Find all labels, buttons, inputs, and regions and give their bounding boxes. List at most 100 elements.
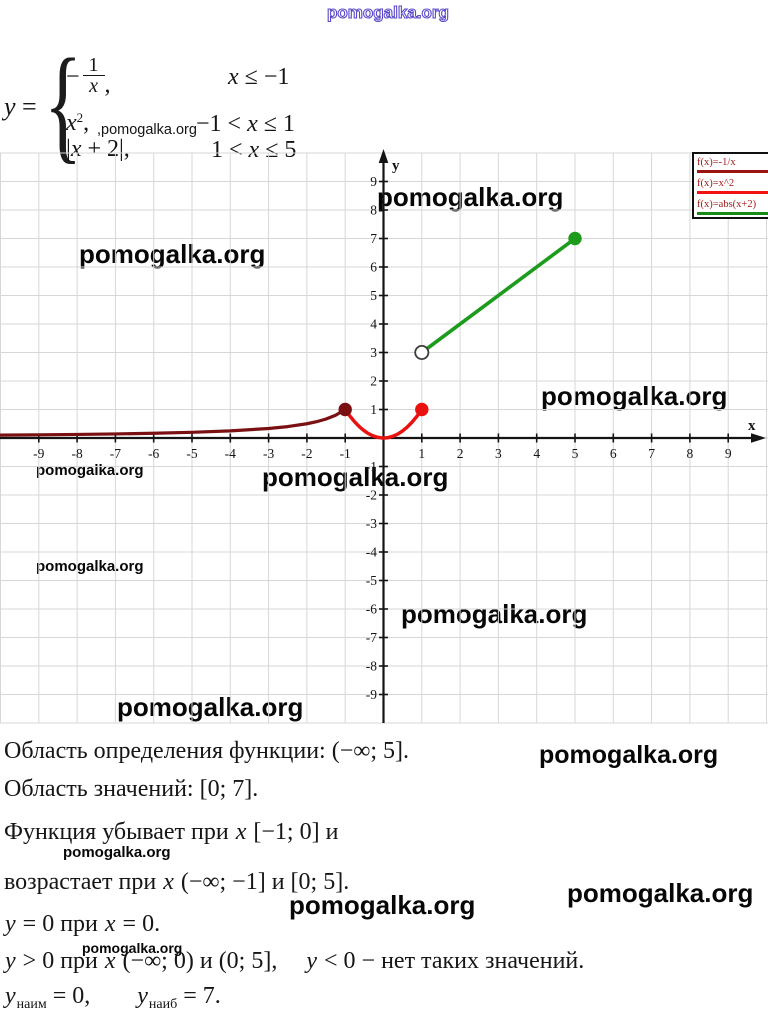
curly-brace: { xyxy=(44,33,83,175)
text-segment: y xyxy=(306,948,317,974)
text-segment: ≤ 1 xyxy=(257,111,295,137)
text-segment: [−1; 0] и xyxy=(247,819,339,845)
text-segment: x xyxy=(228,64,239,90)
x-tick-label: 5 xyxy=(572,446,579,461)
formula-lhs: y = xyxy=(4,92,37,121)
text-segment: = 0 при xyxy=(16,911,104,937)
watermark-outline: pomogalka.org xyxy=(326,3,449,22)
text-segment: = 0. xyxy=(116,911,161,937)
x-tick-label: -6 xyxy=(148,446,159,461)
text-segment: 1 < xyxy=(211,137,249,163)
legend-label: f(x)=x^2 xyxy=(697,178,735,189)
solution-line-decreasing: Функция убывает при x [−1; 0] и xyxy=(4,819,338,846)
legend-color-bar xyxy=(697,212,768,215)
watermark: pomogalka.org xyxy=(567,878,754,908)
text-segment: > 0 при xyxy=(16,948,104,974)
legend-item: f(x)=abs(x+2) xyxy=(697,198,768,215)
condition-3: 1 < x ≤ 5 xyxy=(211,137,296,164)
x-tick-label: 2 xyxy=(457,446,464,461)
watermark: pomogalka.org xyxy=(541,381,728,411)
text-segment: возрастает при xyxy=(4,869,163,895)
x-tick-label: -7 xyxy=(110,446,121,461)
text-segment: −1 < xyxy=(196,111,248,137)
y-tick-label: -3 xyxy=(366,516,377,531)
watermark: pomogalka.org xyxy=(377,182,564,212)
x-tick-label: -4 xyxy=(225,446,236,461)
legend-label: f(x)=abs(x+2) xyxy=(697,199,757,210)
legend-color-bar xyxy=(697,191,768,194)
text-segment: x xyxy=(248,137,260,163)
x-axis-arrow xyxy=(751,433,766,443)
y-tick-label: 3 xyxy=(370,345,377,360)
solution-line-increasing: возрастает при x (−∞; −1] и [0; 5]. xyxy=(4,869,349,896)
legend-item: f(x)=-1/x xyxy=(697,156,768,173)
x-tick-label: 7 xyxy=(648,446,655,461)
text-segment: < 0 − нет таких значений. xyxy=(318,948,585,974)
condition-2: −1 < x ≤ 1 xyxy=(196,111,295,138)
text-segment: x xyxy=(235,819,247,845)
condition-1: x ≤ −1 xyxy=(228,64,289,91)
y-tick-label: 7 xyxy=(370,231,377,246)
x-tick-label: -1 xyxy=(340,446,351,461)
solution-line-domain: Область определения функции: (−∞; 5]. xyxy=(4,738,409,765)
text-segment: Область определения функции: (−∞; 5]. xyxy=(4,738,410,764)
y-tick-label: -5 xyxy=(366,573,377,588)
x-tick-label: 4 xyxy=(533,446,540,461)
watermark: pomogalka.org xyxy=(63,844,171,861)
y-tick-label: 4 xyxy=(370,317,377,332)
watermark: pomogalka.org xyxy=(117,692,304,722)
y-tick-label: -1 xyxy=(366,459,377,474)
closed-endpoint xyxy=(568,231,582,246)
graph-legend: f(x)=-1/x f(x)=x^2 f(x)=abs(x+2) xyxy=(692,152,768,219)
watermark: pomogalka.org xyxy=(82,940,183,956)
watermark: pomogalka.org xyxy=(539,741,719,769)
x-tick-label: -5 xyxy=(186,446,197,461)
x-axis-label: x xyxy=(748,418,756,434)
text-segment: Функция убывает при xyxy=(4,819,235,845)
x-tick-label: -3 xyxy=(263,446,274,461)
closed-endpoint xyxy=(415,402,429,417)
y-tick-label: -7 xyxy=(366,630,377,645)
x-tick-label: 9 xyxy=(725,446,732,461)
x-tick-label: 3 xyxy=(495,446,502,461)
piecewise-function-definition: y = { − 1 x , x ≤ −1 x2, ,pomogalka.org … xyxy=(0,26,340,168)
y-tick-label: -9 xyxy=(366,687,377,702)
fraction: 1 x xyxy=(82,55,105,96)
watermark: pomogalka.org xyxy=(289,890,476,920)
y-axis-arrow xyxy=(378,149,389,163)
y-tick-label: 8 xyxy=(370,203,377,218)
series-parabola xyxy=(343,407,424,440)
series-curve xyxy=(0,407,347,437)
watermark: pomogalka.org xyxy=(401,599,588,629)
text-segment: наим xyxy=(16,997,47,1012)
watermark: pomogalka.org xyxy=(36,558,144,575)
x-tick-label: -2 xyxy=(301,446,312,461)
y-tick-label: -8 xyxy=(366,659,377,674)
text-segment: ≤ −1 xyxy=(238,64,290,90)
x-tick-label: 1 xyxy=(418,446,425,461)
solution-line-zero: y = 0 при x = 0. xyxy=(4,911,160,938)
text-segment: y xyxy=(5,911,16,937)
y-tick-label: 2 xyxy=(370,374,377,389)
y-tick-label: 6 xyxy=(370,260,377,275)
y-tick-label: -4 xyxy=(366,545,377,560)
text-segment: ≤ 5 xyxy=(259,137,297,163)
solution-line-range: Область значений: [0; 7]. xyxy=(4,776,258,803)
watermark: pomogalka.org xyxy=(79,239,266,269)
text-segment: наиб xyxy=(148,997,178,1012)
text-segment: (−∞; 0) и (0; 5], xyxy=(116,948,278,974)
x-tick-label: -9 xyxy=(33,446,44,461)
legend-item: f(x)=x^2 xyxy=(697,177,768,194)
text-segment: x xyxy=(104,911,116,937)
text-segment: x xyxy=(163,869,174,895)
text-segment: = 7. xyxy=(177,983,221,1009)
y-tick-label: -2 xyxy=(366,488,377,503)
text-segment: y xyxy=(5,948,16,974)
watermark-inline: ,pomogalka.org xyxy=(97,122,197,138)
closed-endpoint xyxy=(338,402,352,417)
formula-row-parabola: x2, xyxy=(66,110,90,136)
y-axis-label: y xyxy=(392,158,400,174)
watermark: pomogalka.org xyxy=(262,462,449,492)
solution-line-signs: y > 0 при x (−∞; 0) и (0; 5], y < 0 − нет… xyxy=(4,948,584,975)
